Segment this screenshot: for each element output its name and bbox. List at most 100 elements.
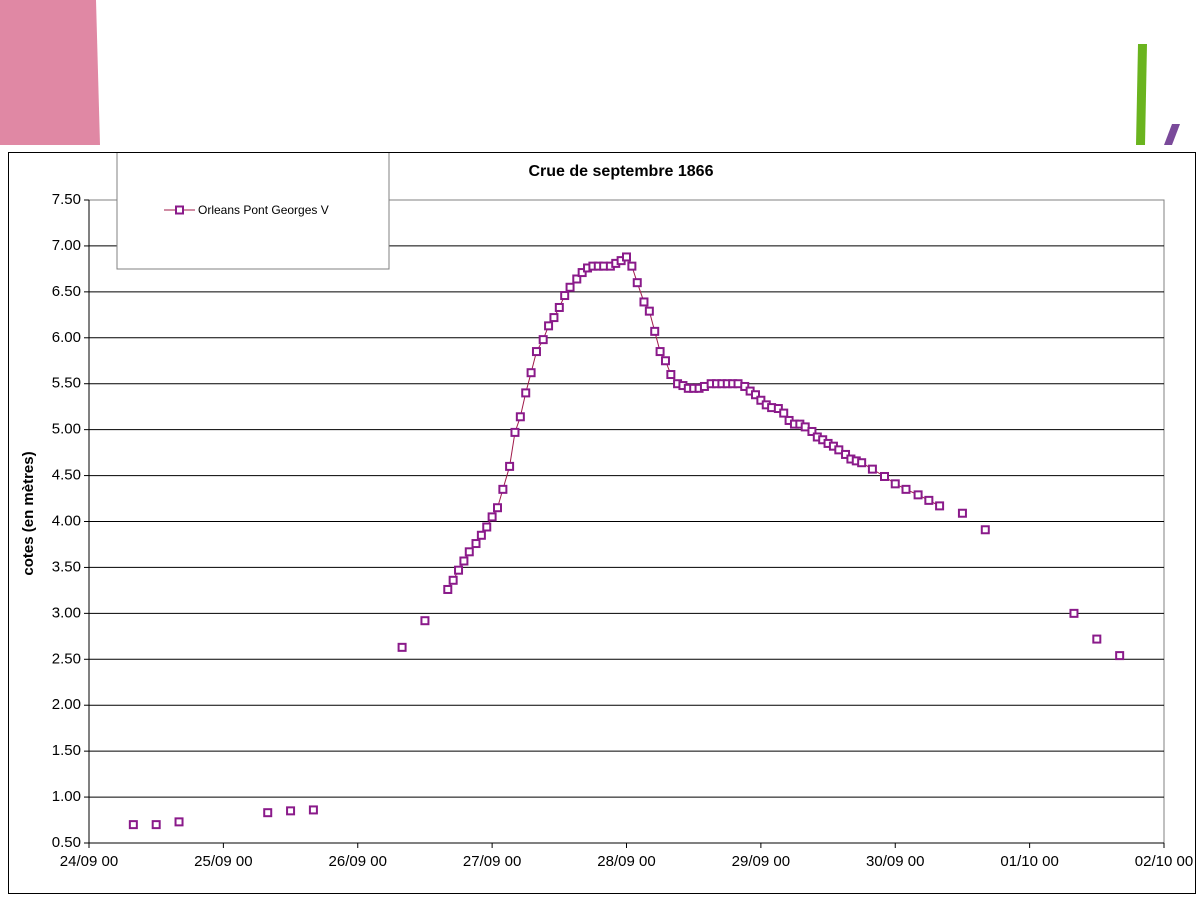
data-point-marker [901, 484, 911, 494]
data-point-marker [957, 508, 967, 518]
data-point-marker [308, 805, 318, 815]
data-point-marker [913, 490, 923, 500]
x-tick-label: 25/09 00 [194, 853, 252, 870]
y-tick-label: 3.00 [52, 604, 81, 621]
data-point-marker [174, 817, 184, 827]
data-point-marker [565, 282, 575, 292]
chart-title: Crue de septembre 1866 [529, 163, 714, 180]
y-tick-label: 3.50 [52, 558, 81, 575]
data-point-marker [549, 313, 559, 323]
y-tick-label: 6.00 [52, 329, 81, 346]
data-point-marker [1092, 634, 1102, 644]
data-point-marker [639, 297, 649, 307]
legend-marker-swatch [175, 205, 184, 215]
data-point-marker [751, 390, 760, 400]
data-point-marker [622, 252, 631, 262]
data-point-marker [779, 408, 789, 418]
data-point-marker [577, 268, 587, 278]
data-point-marker [1069, 608, 1079, 618]
x-tick-label: 29/09 00 [732, 853, 790, 870]
x-tick-label: 01/10 00 [1000, 853, 1058, 870]
data-point-marker [666, 370, 676, 380]
data-point-marker [924, 495, 934, 505]
data-point-marker [740, 381, 750, 391]
data-point-marker [554, 302, 564, 312]
data-point-marker [773, 404, 783, 414]
legend-label: Orleans Pont Georges V [198, 203, 329, 217]
data-point-marker [627, 261, 637, 271]
pink-band-shape [0, 0, 100, 145]
data-point-marker [660, 356, 670, 366]
y-tick-label: 1.50 [52, 742, 81, 759]
data-point-marker [756, 395, 766, 405]
y-tick-label: 7.50 [52, 191, 81, 208]
x-tick-label: 02/10 00 [1135, 853, 1193, 870]
x-tick-label: 24/09 00 [60, 853, 118, 870]
gridlines [89, 245, 1164, 798]
series-line-segment [509, 432, 516, 467]
data-point-marker [544, 321, 554, 331]
chart-canvas: 7.50 7.00 6.50 6.00 5.50 5.00 4.50 4.00 3.50 3.00… [20, 153, 1193, 870]
green-stroke-shape [1136, 44, 1147, 145]
purple-stroke-shape [1164, 124, 1180, 145]
data-point-marker [482, 522, 492, 532]
data-point-marker [841, 449, 851, 459]
y-tick-label: 2.50 [52, 650, 81, 667]
data-point-marker [515, 412, 525, 422]
data-point-marker [128, 820, 138, 830]
slide-decoration [0, 0, 1180, 145]
data-point-marker [650, 326, 660, 336]
y-tick-label: 5.50 [52, 375, 81, 392]
data-point-marker [880, 471, 889, 481]
data-point-marker [471, 539, 481, 549]
y-axis-ticks: 7.50 7.00 6.50 6.00 5.50 5.00 4.50 4.00 3.50 3.00… [52, 191, 1164, 851]
x-tick-label: 28/09 00 [597, 853, 655, 870]
y-tick-label: 0.50 [52, 834, 81, 851]
y-tick-label: 6.50 [52, 283, 81, 300]
data-point-marker [510, 427, 520, 437]
data-point-marker [487, 512, 497, 522]
data-point-marker [644, 306, 654, 316]
data-point-marker [459, 556, 469, 566]
data-point-marker [420, 616, 430, 626]
data-point-marker [397, 642, 407, 652]
data-point-marker [151, 820, 161, 830]
x-axis-ticks: 24/09 00 25/09 00 26/09 00 27/09 00 28/09 00… [60, 843, 1193, 870]
data-point-marker [526, 368, 536, 378]
y-tick-label: 4.00 [52, 512, 81, 529]
x-tick-label: 26/09 00 [329, 853, 387, 870]
data-point-marker [560, 291, 570, 301]
data-point-marker [498, 484, 508, 494]
data-point-marker [443, 584, 453, 594]
y-axis-label: cotes (en mètres) [20, 451, 37, 575]
data-point-marker [890, 479, 900, 489]
chart-frame: 7.50 7.00 6.50 6.00 5.50 5.00 4.50 4.00 3.50 3.00… [8, 152, 1196, 894]
data-point-marker [867, 464, 877, 474]
data-point-marker [1115, 651, 1125, 661]
data-point-marker [521, 388, 531, 398]
y-tick-label: 7.00 [52, 237, 81, 254]
data-series [128, 252, 1125, 830]
data-point-marker [531, 347, 541, 357]
data-point-marker [505, 461, 515, 471]
data-point-marker [857, 458, 867, 468]
legend: Orleans Pont Georges V [116, 153, 390, 270]
data-point-marker [655, 347, 665, 357]
data-point-marker [807, 426, 817, 436]
data-point-marker [263, 808, 273, 818]
legend-box [116, 153, 390, 270]
data-point-marker [572, 274, 582, 284]
data-point-marker [538, 335, 548, 345]
data-point-marker [286, 806, 296, 816]
data-point-marker [800, 422, 810, 432]
x-tick-label: 27/09 00 [463, 853, 521, 870]
data-point-marker [632, 278, 642, 288]
data-point-marker [980, 525, 990, 535]
data-point-marker [476, 530, 486, 540]
data-point-marker [935, 501, 945, 511]
data-point-marker [464, 547, 474, 557]
y-tick-label: 1.00 [52, 788, 81, 805]
data-point-marker [493, 503, 502, 513]
x-tick-label: 30/09 00 [866, 853, 924, 870]
data-point-marker [834, 445, 844, 455]
